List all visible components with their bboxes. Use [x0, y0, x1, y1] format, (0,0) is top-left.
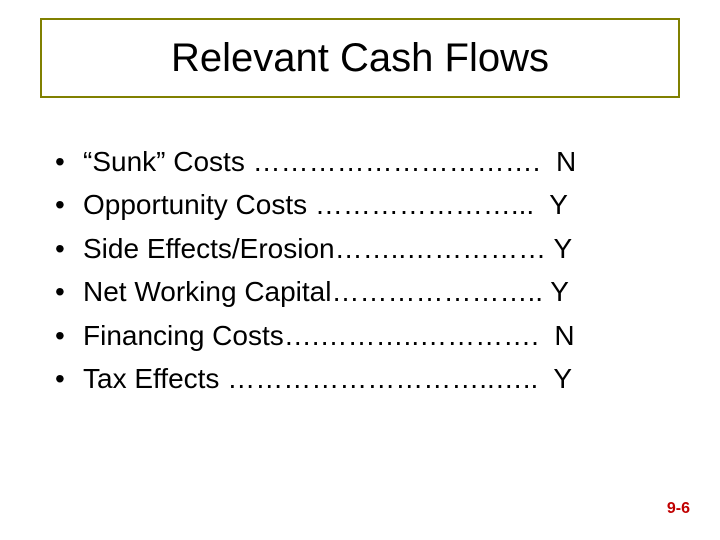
bullet-text: Side Effects/Erosion……..…………… Y [83, 227, 572, 270]
list-item: • Opportunity Costs …………………... Y [55, 183, 665, 226]
bullet-text: Tax Effects ………………………..….. Y [83, 357, 572, 400]
list-item: • “Sunk” Costs …………………………. N [55, 140, 665, 183]
title-box: Relevant Cash Flows [40, 18, 680, 98]
bullet-text: Opportunity Costs …………………... Y [83, 183, 568, 226]
bullet-icon: • [55, 314, 83, 357]
list-item: • Net Working Capital………………….. Y [55, 270, 665, 313]
bullet-icon: • [55, 140, 83, 183]
bullet-list: • “Sunk” Costs …………………………. N • Opportuni… [55, 140, 665, 400]
bullet-icon: • [55, 357, 83, 400]
bullet-text: Net Working Capital………………….. Y [83, 270, 569, 313]
page-number: 9-6 [667, 500, 690, 518]
list-item: • Financing Costs….………..…………. N [55, 314, 665, 357]
bullet-text: “Sunk” Costs …………………………. N [83, 140, 576, 183]
list-item: • Side Effects/Erosion……..…………… Y [55, 227, 665, 270]
bullet-icon: • [55, 183, 83, 226]
slide-title: Relevant Cash Flows [171, 36, 549, 81]
slide: Relevant Cash Flows • “Sunk” Costs ……………… [0, 0, 720, 540]
list-item: • Tax Effects ………………………..….. Y [55, 357, 665, 400]
bullet-text: Financing Costs….………..…………. N [83, 314, 575, 357]
bullet-icon: • [55, 227, 83, 270]
bullet-icon: • [55, 270, 83, 313]
